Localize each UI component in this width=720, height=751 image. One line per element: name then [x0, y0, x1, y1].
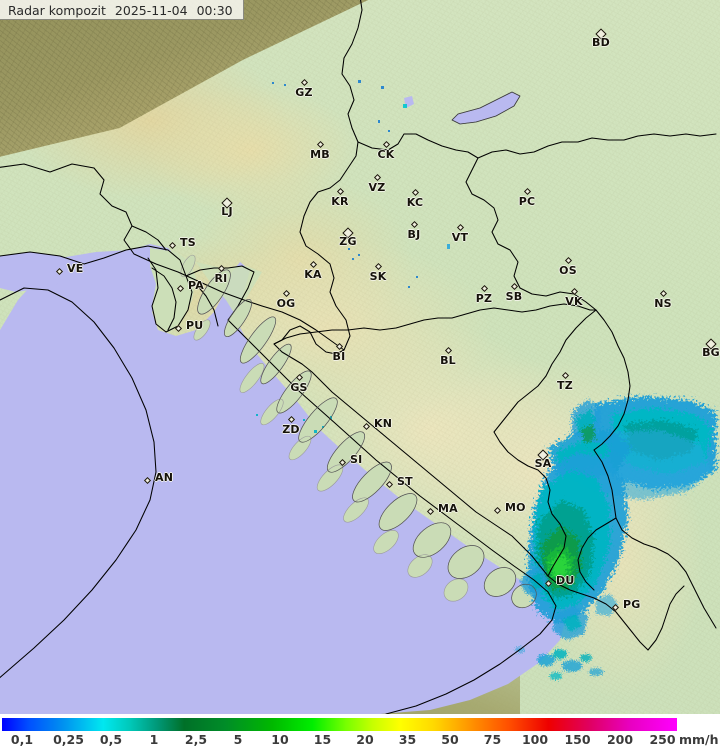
city-label: PU: [186, 319, 204, 332]
city-label: VZ: [368, 181, 386, 194]
city-label: OG: [276, 297, 296, 310]
observation-date: 2025-11-04: [114, 3, 188, 18]
city-label: GS: [290, 381, 308, 394]
city-label: GZ: [295, 86, 313, 99]
city-label: VE: [67, 262, 84, 275]
legend-tick-0_25: 0,25: [53, 732, 84, 747]
city-label: BI: [332, 350, 346, 363]
city-label: PZ: [475, 292, 493, 305]
city-label: SK: [369, 270, 387, 283]
radar-map[interactable]: BD GZ MB CK LJ VZ KR KC PC ZG BJ VT TS RI KA SK OS VE PA OG…: [0, 0, 720, 714]
legend-tick-35: 35: [398, 732, 417, 747]
city-label: VK: [565, 295, 583, 308]
city-label: BD: [592, 36, 610, 49]
city-label: MO: [505, 501, 526, 514]
city-label: KN: [374, 417, 393, 430]
city-label: BG: [702, 346, 720, 359]
legend-tick-15: 15: [313, 732, 332, 747]
legend-tick-2_5: 2,5: [184, 732, 208, 747]
city-label: TS: [180, 236, 196, 249]
city-label: OS: [559, 264, 577, 277]
city-label: ZD: [282, 423, 300, 436]
legend-tick-100: 100: [521, 732, 549, 747]
legend-tick-20: 20: [356, 732, 374, 747]
city-label: RI: [214, 272, 228, 285]
city-label: KA: [304, 268, 322, 281]
legend-tick-1: 1: [149, 732, 159, 747]
product-label: Radar kompozit: [8, 3, 106, 18]
city-label: VT: [451, 231, 469, 244]
legend-tick-10: 10: [271, 732, 289, 747]
city-label: SI: [350, 453, 363, 466]
legend-tick-75: 75: [483, 732, 502, 747]
city-label: NS: [654, 297, 672, 310]
intensity-legend: 0,1 0,25 0,5 1 2,5 5 10 15 20 35 50 75 100 150 200 250 m…: [0, 714, 720, 751]
city-label: AN: [155, 471, 174, 484]
legend-tick-5: 5: [233, 732, 243, 747]
city-label: PG: [623, 598, 641, 611]
legend-tick-labels: 0,1 0,25 0,5 1 2,5 5 10 15 20 35 50 75 100 150 200 250 m…: [0, 732, 720, 751]
city-label: BL: [440, 354, 456, 367]
city-label: SB: [505, 290, 523, 303]
city-label: SA: [534, 457, 552, 470]
city-label: PA: [188, 279, 204, 292]
title-bar: Radar kompozit 2025-11-04 00:30: [0, 0, 244, 20]
legend-colorbar: [2, 718, 677, 731]
city-label: BJ: [407, 228, 421, 241]
city-label: CK: [377, 148, 395, 161]
city-label: ST: [397, 475, 413, 488]
border-overlay: [0, 0, 717, 714]
legend-unit-label: mm/h: [679, 732, 719, 747]
city-label: DU: [556, 574, 575, 587]
legend-tick-0_5: 0,5: [99, 732, 123, 747]
legend-tick-250: 250: [649, 732, 676, 747]
legend-tick-200: 200: [606, 732, 634, 747]
city-label: ZG: [339, 235, 357, 248]
city-label: KC: [406, 196, 424, 209]
city-label: LJ: [221, 205, 233, 218]
observation-time: 00:30: [196, 3, 233, 18]
legend-tick-50: 50: [441, 732, 459, 747]
city-label: MB: [310, 148, 330, 161]
legend-tick-150: 150: [564, 732, 591, 747]
city-label: TZ: [557, 379, 573, 392]
city-label: MA: [438, 502, 458, 515]
legend-tick-0_1: 0,1: [10, 732, 34, 747]
city-label: PC: [518, 195, 536, 208]
city-label: KR: [331, 195, 349, 208]
